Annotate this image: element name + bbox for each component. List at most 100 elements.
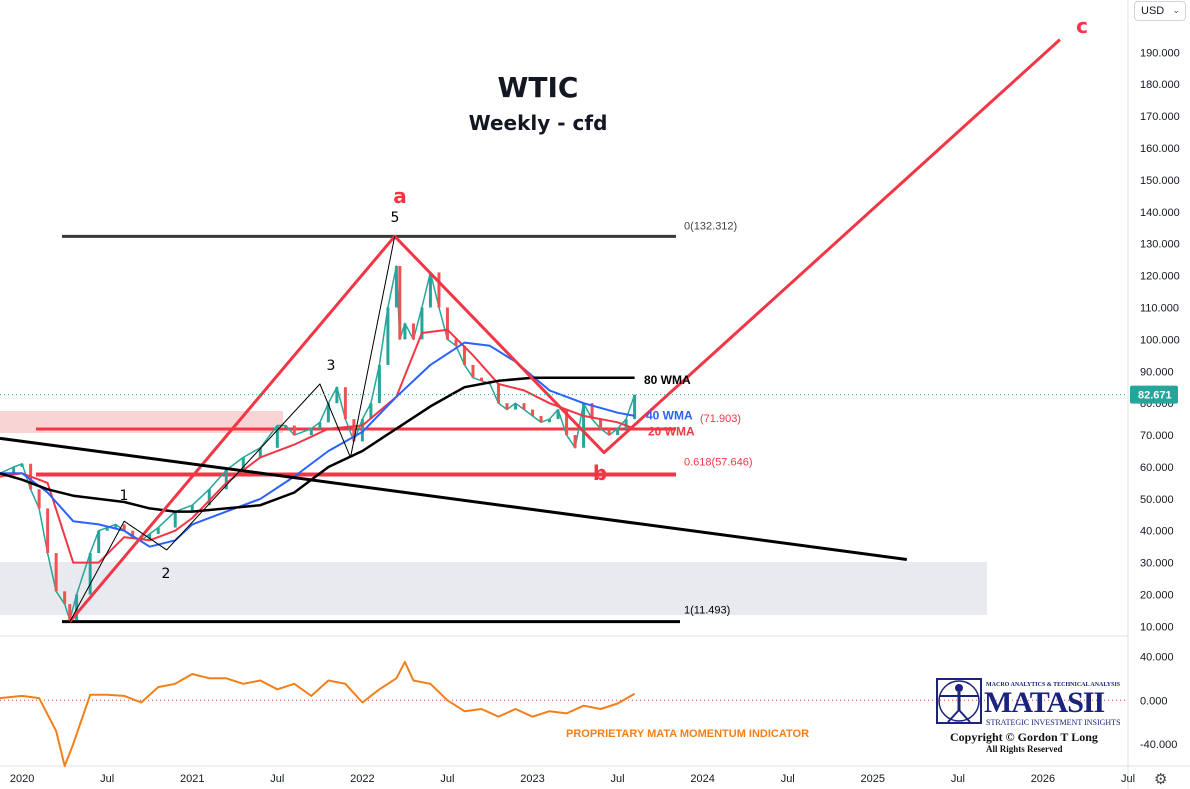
price-candle	[156, 527, 160, 534]
price-candle	[75, 594, 79, 621]
wave-label-a: a	[393, 184, 407, 208]
price-candle	[173, 511, 177, 528]
indicator-tick-label: -40.000	[1140, 739, 1177, 751]
level-label: 1(11.493)	[684, 605, 730, 617]
price-candle	[514, 403, 518, 410]
price-candle	[479, 377, 483, 381]
price-tick-label: 100.000	[1140, 334, 1180, 346]
time-tick-label: Jul	[611, 773, 625, 785]
price-candle	[616, 428, 620, 436]
price-candle	[599, 419, 603, 429]
price-candle	[582, 403, 586, 448]
price-candle	[190, 505, 194, 512]
price-candle	[63, 591, 67, 605]
price-tick-label: 30.000	[1140, 558, 1174, 570]
price-candle	[318, 422, 322, 429]
price-candle	[428, 272, 432, 308]
price-tick-label: 40.000	[1140, 526, 1174, 538]
price-candle	[565, 409, 569, 436]
price-candle	[548, 419, 552, 423]
time-tick-label: Jul	[270, 773, 284, 785]
wave-label-c: c	[1076, 14, 1088, 38]
price-tick-label: 10.000	[1140, 621, 1174, 633]
price-candle	[352, 419, 356, 442]
price-candle	[505, 403, 509, 410]
price-candle	[224, 470, 228, 490]
time-tick-label: Jul	[781, 773, 795, 785]
price-candle	[241, 457, 245, 471]
price-candle	[275, 425, 279, 448]
time-tick-label: 2025	[861, 773, 885, 785]
time-tick-label: 2023	[520, 773, 544, 785]
price-tick-label: 120.000	[1140, 271, 1180, 283]
watermark-brand: MATASII	[984, 686, 1105, 719]
price-candle	[403, 323, 407, 340]
price-candle	[573, 435, 577, 448]
time-tick-label: 2026	[1031, 773, 1055, 785]
price-candle	[284, 425, 288, 428]
price-tick-label: 90.000	[1140, 366, 1174, 378]
time-tick-label: 2020	[10, 773, 34, 785]
watermark-rights: All Rights Reserved	[986, 744, 1063, 754]
price-candle	[369, 403, 373, 420]
black-subwave-line	[69, 236, 396, 622]
price-tick-label: 170.000	[1140, 111, 1180, 123]
red-wave-line	[68, 38, 1061, 623]
price-candle	[539, 415, 543, 423]
currency-select[interactable]: USD ⌄	[1134, 1, 1186, 21]
price-tick-label: 20.000	[1140, 590, 1174, 602]
chart-title-block: WTIC Weekly - cfd	[440, 68, 636, 138]
price-candle	[398, 266, 402, 340]
watermark-tagline: STRATEGIC INVESTMENT INSIGHTS	[986, 718, 1121, 727]
price-tick-label: 130.000	[1140, 239, 1180, 251]
price-candle	[105, 527, 109, 531]
price-candle	[12, 466, 16, 474]
time-tick-label: Jul	[440, 773, 454, 785]
last-price-badge	[1130, 385, 1178, 404]
price-candle	[386, 307, 390, 365]
price-tick-label: 50.000	[1140, 494, 1174, 506]
price-candle	[394, 266, 398, 308]
price-candle	[46, 508, 50, 554]
time-tick-label: Jul	[1121, 773, 1135, 785]
gear-icon[interactable]: ⚙	[1154, 771, 1168, 788]
price-tick-label: 180.000	[1140, 79, 1180, 91]
time-tick-label: Jul	[100, 773, 114, 785]
price-candle	[258, 447, 262, 458]
price-candle	[411, 323, 415, 340]
price-candle	[462, 345, 466, 365]
last-price-label: 82.671	[1138, 390, 1172, 402]
wave-label-2: 2	[162, 566, 171, 582]
wave-label-3: 3	[327, 358, 336, 374]
price-candle	[207, 489, 211, 506]
price-candle	[556, 409, 560, 420]
price-candle	[420, 307, 424, 340]
chart-subtitle: Weekly - cfd	[468, 111, 608, 135]
time-tick-label: 2022	[350, 773, 374, 785]
series-line-80-wma	[0, 376, 635, 513]
indicator-tick-label: 40.000	[1140, 651, 1174, 663]
currency-label: USD	[1141, 5, 1165, 17]
watermark-top-tagline: MACRO ANALYTICS & TECHNICAL ANALYSIS	[986, 682, 1121, 688]
price-candle	[68, 604, 72, 621]
chart-title: WTIC	[497, 71, 579, 104]
price-candle	[445, 307, 449, 340]
time-tick-label: 2021	[180, 773, 204, 785]
time-tick-label: Jul	[951, 773, 965, 785]
indicator-tick-label: 0.000	[1140, 695, 1168, 707]
price-candle	[54, 553, 58, 592]
price-candle	[148, 533, 152, 541]
price-candle	[496, 384, 500, 404]
price-candle	[343, 387, 347, 420]
price-candle	[122, 524, 126, 531]
support-zone	[0, 562, 987, 615]
time-tick-label: 2024	[690, 773, 714, 785]
wave-label-1: 1	[120, 488, 129, 504]
price-candle	[131, 530, 135, 538]
price-candle	[522, 403, 526, 410]
black-trendline-line	[0, 436, 907, 561]
ma-label: 20 WMA	[648, 424, 695, 438]
price-candle	[607, 428, 611, 436]
price-candle	[454, 339, 458, 346]
